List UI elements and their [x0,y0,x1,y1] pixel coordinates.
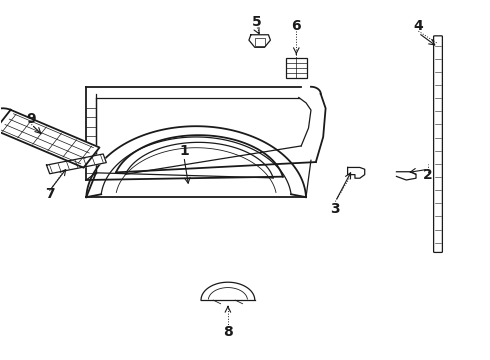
Bar [255,39,265,45]
Text: 5: 5 [252,15,262,29]
Text: 6: 6 [292,19,301,33]
Polygon shape [347,167,365,178]
Polygon shape [249,35,270,47]
Text: 3: 3 [331,202,340,216]
Bar [286,58,307,78]
Text: 4: 4 [414,19,423,33]
Text: 1: 1 [179,144,189,158]
Polygon shape [0,110,99,168]
Text: 7: 7 [45,187,54,201]
Polygon shape [396,172,416,180]
Text: 9: 9 [26,112,36,126]
Polygon shape [47,154,106,174]
Text: 2: 2 [423,168,433,182]
Text: 8: 8 [223,325,233,339]
